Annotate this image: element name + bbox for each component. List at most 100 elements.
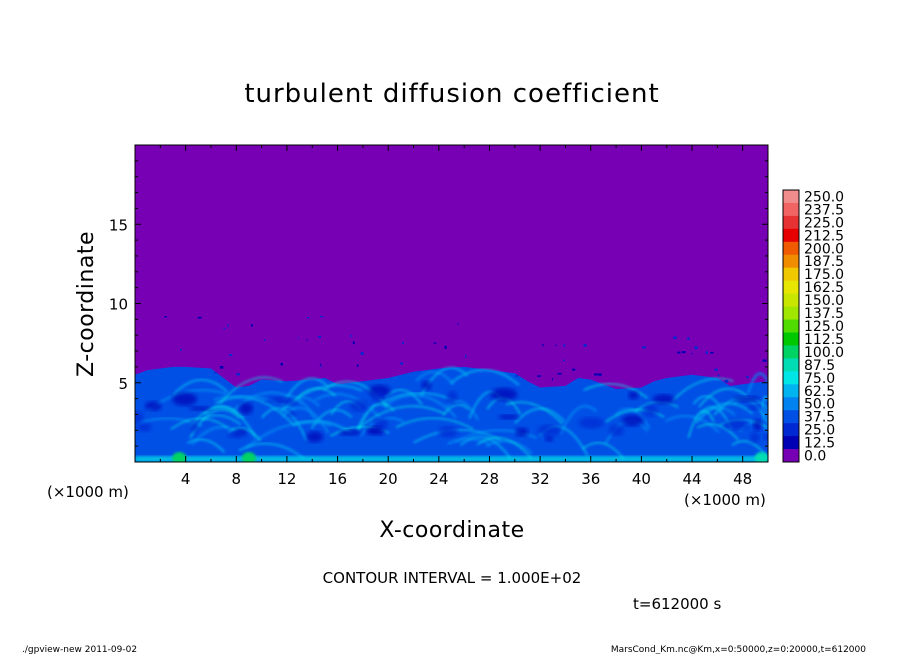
field-swirl <box>459 436 512 460</box>
field-patch <box>545 435 554 442</box>
field-swirl <box>746 372 768 395</box>
field-cell <box>400 362 403 365</box>
field-swirl <box>187 438 226 454</box>
colorbar: 250.0237.5225.0212.5200.0187.5175.0162.5… <box>782 189 844 465</box>
field-cell <box>223 328 226 329</box>
field-patch <box>135 410 144 424</box>
field-swirl <box>357 405 446 430</box>
field-cell <box>307 317 310 319</box>
field-patch <box>137 422 152 432</box>
field-swirl <box>665 414 720 434</box>
field-cell <box>552 378 553 381</box>
colorbar-label: 212.5 <box>804 228 844 244</box>
field-swirl <box>172 378 229 396</box>
field-cell <box>515 375 519 377</box>
field-swirl <box>227 427 262 442</box>
y-axis-label: Z-coordinate <box>74 231 99 377</box>
colorbar-label: 125.0 <box>804 319 844 335</box>
field-swirl <box>761 395 768 411</box>
x-tick-label: 8 <box>232 470 242 488</box>
colorbar-swatch <box>783 345 799 359</box>
field-swirl <box>357 402 395 431</box>
field-swirl <box>395 417 474 430</box>
colorbar-swatch <box>783 410 799 424</box>
colorbar-swatch <box>783 423 799 437</box>
colorbar-label: 237.5 <box>804 202 844 218</box>
colorbar-swatch <box>783 371 799 385</box>
field-swirl <box>505 401 564 425</box>
colorbar-swatch <box>783 228 799 243</box>
field-swirl <box>260 407 308 441</box>
colorbar-label: 225.0 <box>804 215 844 231</box>
field-cell <box>681 351 686 354</box>
field-swirl <box>687 410 715 439</box>
field-swirl <box>444 399 480 421</box>
colorbar-swatch <box>783 202 799 217</box>
field-cell <box>197 316 202 319</box>
field-swirl <box>442 403 470 416</box>
field-cell <box>465 354 467 358</box>
colorbar-swatch <box>783 293 799 308</box>
field-patch <box>306 431 324 443</box>
field-cell <box>542 344 544 347</box>
field-cell <box>555 344 557 347</box>
field-swirl <box>293 387 337 402</box>
colorbar-swatch <box>783 306 799 321</box>
field-swirl <box>696 423 739 441</box>
field-cell <box>180 348 182 351</box>
field-patch <box>498 414 519 420</box>
field-swirl <box>219 376 283 405</box>
field-cell <box>227 324 229 327</box>
y-tick-label: 5 <box>118 375 128 393</box>
colorbar-swatch <box>783 280 799 295</box>
field-patch <box>753 419 763 431</box>
x-tick-label: 36 <box>581 470 600 488</box>
colorbar-label: 87.5 <box>804 358 835 374</box>
colorbar-label: 187.5 <box>804 254 844 270</box>
field-cell <box>213 372 218 374</box>
field-cell <box>710 352 714 354</box>
field-patch <box>190 420 199 433</box>
field-cell <box>350 334 352 338</box>
field-swirl <box>695 402 754 424</box>
field-cell <box>360 352 364 355</box>
field-cell <box>537 375 541 377</box>
field-swirl <box>760 408 768 423</box>
field-cell <box>402 342 404 345</box>
field-cell <box>433 342 437 344</box>
field-cell <box>280 362 283 366</box>
field-patch <box>490 387 518 401</box>
field-cell <box>320 365 322 368</box>
field-patch <box>421 380 432 390</box>
y-tick-label: 10 <box>109 296 128 314</box>
field-cell <box>356 364 359 367</box>
colorbar-label: 37.5 <box>804 410 835 426</box>
x-tick-label: 28 <box>480 470 499 488</box>
field-swirl <box>692 395 724 411</box>
x-axis-label: X-coordinate <box>379 518 524 543</box>
field-cell <box>444 345 447 349</box>
field-patch <box>723 419 749 430</box>
field-cell <box>236 373 240 376</box>
field-swirl <box>238 442 305 460</box>
y-axis: 5 10 15 <box>109 160 768 447</box>
field-cell <box>714 368 718 371</box>
colorbar-swatch <box>783 332 799 346</box>
field-cell <box>563 359 565 362</box>
colorbar-label: 0.0 <box>804 449 826 465</box>
field-patch <box>372 390 384 403</box>
field-cell <box>687 337 690 340</box>
field-swirl <box>170 417 229 430</box>
field-patch <box>733 395 760 403</box>
colorbar-swatch <box>783 384 799 398</box>
field-patch <box>749 432 760 443</box>
field-cell <box>724 379 729 383</box>
colorbar-swatch <box>783 397 799 411</box>
field-cell <box>583 344 587 347</box>
surface-hotspot <box>754 452 768 462</box>
colorbar-frame <box>782 189 800 463</box>
field-swirl <box>415 370 455 386</box>
field-patch <box>366 426 382 433</box>
field-patch <box>643 404 658 417</box>
